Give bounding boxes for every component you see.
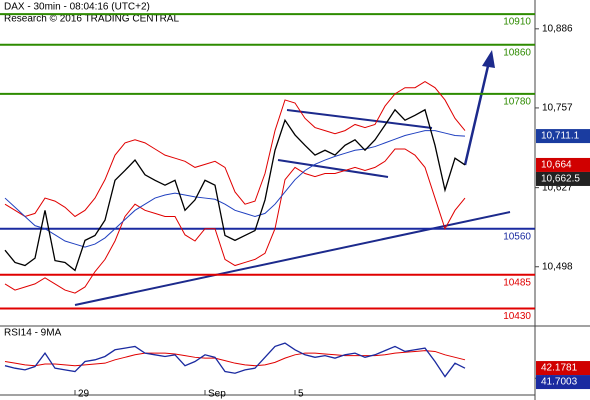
x-tick-label: 5 — [298, 388, 304, 399]
price-label-box — [536, 361, 590, 376]
series-line — [4, 342, 466, 378]
price-label-box — [536, 171, 590, 186]
level-label: 10430 — [503, 311, 531, 322]
y-tick-label: 10,886 — [542, 23, 573, 34]
y-tick-label: 10,627 — [542, 182, 573, 193]
rsi-title: RSI14 - 9MA — [4, 328, 62, 339]
chart-subtitle: Research © 2016 TRADING CENTRAL — [4, 14, 179, 25]
forecast-arrow — [463, 65, 490, 166]
price-label: 10,662.5 — [541, 174, 580, 185]
price-label-box — [536, 129, 590, 144]
series-line — [4, 130, 466, 248]
level-label: 10560 — [503, 231, 531, 242]
level-label: 10485 — [503, 277, 531, 288]
price-label: 41.7003 — [541, 377, 578, 388]
series-line — [4, 108, 466, 272]
x-tick-label: Sep — [208, 388, 226, 399]
channel-top — [286, 109, 433, 129]
series-line — [4, 80, 466, 218]
support-trendline — [74, 211, 511, 306]
chart-title: DAX - 30min - 08:04:16 (UTC+2) — [4, 2, 150, 13]
level-label: 10860 — [503, 47, 531, 58]
series-line — [4, 148, 466, 294]
price-label-box — [536, 157, 590, 172]
level-label: 10780 — [503, 96, 531, 107]
arrow-head — [482, 50, 495, 68]
y-tick-label: 10,757 — [542, 103, 573, 114]
trend-lines — [74, 50, 511, 306]
y-tick-label: 10,498 — [542, 261, 573, 272]
x-tick-label: 29 — [78, 388, 90, 399]
price-label-box — [536, 375, 590, 390]
price-label: 10,664 — [541, 160, 572, 171]
price-label: 42.1781 — [541, 363, 578, 374]
price-label: 10,711.1 — [541, 131, 580, 142]
level-label: 10910 — [503, 17, 531, 28]
channel-bottom — [277, 159, 389, 178]
